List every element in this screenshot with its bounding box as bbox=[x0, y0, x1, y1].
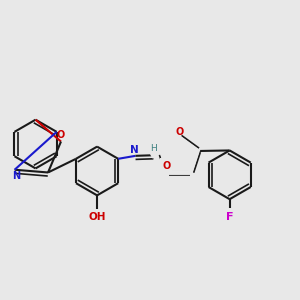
Text: H: H bbox=[150, 144, 157, 153]
Text: O: O bbox=[162, 161, 170, 171]
Text: F: F bbox=[226, 212, 233, 222]
Text: O: O bbox=[57, 130, 65, 140]
Text: O: O bbox=[175, 128, 184, 137]
Text: N: N bbox=[130, 145, 139, 155]
Text: N: N bbox=[12, 171, 20, 181]
Text: OH: OH bbox=[88, 212, 106, 222]
